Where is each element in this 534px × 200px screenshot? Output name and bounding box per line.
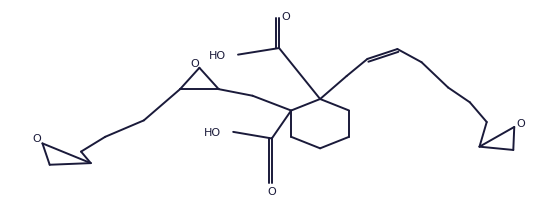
Text: O: O [281, 11, 290, 21]
Text: O: O [32, 134, 41, 144]
Text: O: O [268, 186, 276, 196]
Text: O: O [190, 59, 199, 69]
Text: HO: HO [209, 50, 226, 60]
Text: O: O [517, 118, 525, 128]
Text: HO: HO [204, 127, 221, 137]
